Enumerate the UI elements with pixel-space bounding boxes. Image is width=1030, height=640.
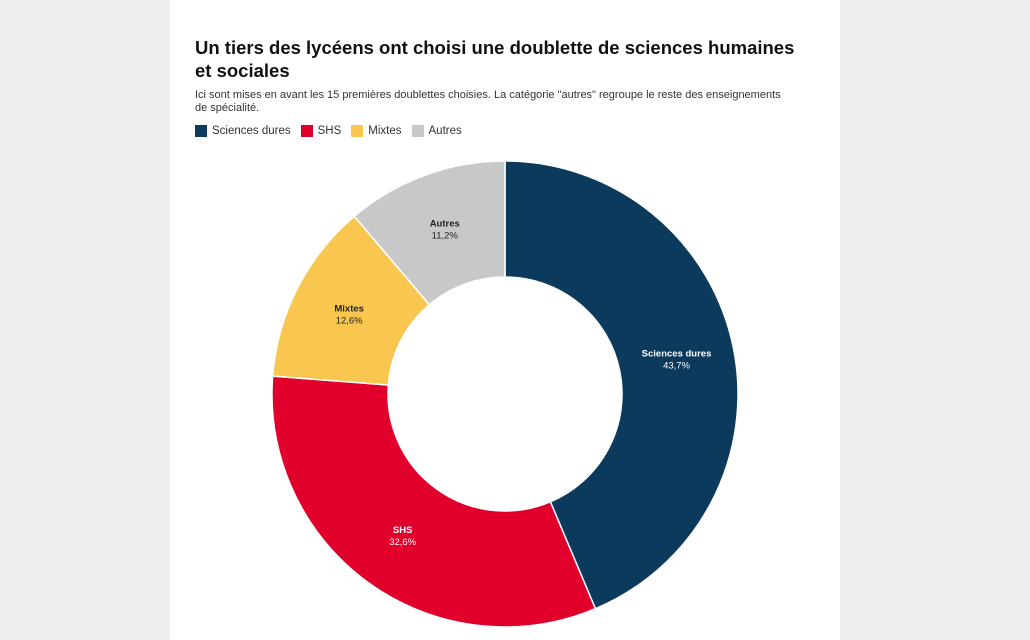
slice-label-name: Autres [430,219,460,230]
donut-slice-autres [353,160,506,306]
slice-label-mixtes: Mixtes 12,6% [334,303,364,326]
legend-swatch [195,125,207,137]
chart-card: Un tiers des lycéens ont choisi une doub… [170,0,840,640]
legend-item-mixtes: Mixtes [351,125,402,137]
legend-label: Sciences dures [212,125,291,137]
legend: Sciences dures SHS Mixtes Autres [195,125,472,137]
slice-label-value: 43,7% [663,360,690,371]
slice-label-autres: Autres 11,2% [430,219,460,242]
legend-label: Mixtes [368,125,402,137]
slice-label-name: Mixtes [334,303,364,314]
donut-chart: Sciences dures 43,7% SHS 32,6% Mixtes 12,6% Au… [271,160,739,628]
slice-label-name: Sciences dures [642,348,712,359]
slice-label-sciences-dures: Sciences dures 43,7% [642,348,712,371]
legend-item-autres: Autres [411,125,462,137]
slice-label-shs: SHS 32,6% [389,525,416,548]
legend-item-sciences-dures: Sciences dures [195,125,291,137]
slice-label-value: 11,2% [432,231,459,242]
slice-label-value: 32,6% [389,537,416,548]
legend-item-shs: SHS [300,125,342,137]
donut-slice-sciences-dures [504,160,739,610]
donut-slice-shs [271,375,597,628]
legend-swatch [411,125,424,137]
slice-label-value: 12,6% [336,315,363,326]
chart-title: Un tiers des lycéens ont choisi une doub… [195,37,795,81]
chart-subtitle: Ici sont mises en avant les 15 premières… [195,89,781,114]
slice-label-name: SHS [393,525,413,536]
legend-swatch [351,125,364,137]
legend-label: SHS [317,125,342,137]
legend-swatch [300,125,313,137]
legend-label: Autres [428,125,462,137]
